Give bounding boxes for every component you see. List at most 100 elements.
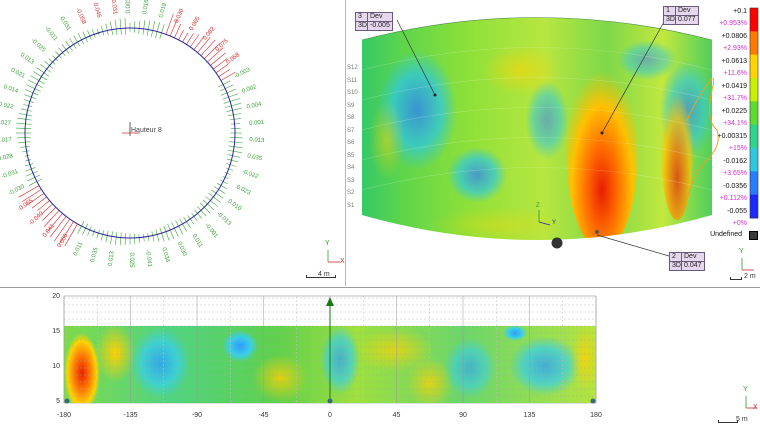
deviation-hatch-line — [100, 230, 105, 241]
deviation-label: 0.025 — [128, 252, 134, 268]
deviation-hatch-line — [27, 79, 43, 88]
deviation-hatch-line — [61, 43, 70, 54]
deviation-hatch-line — [92, 228, 96, 236]
x-tick-label: 180 — [590, 412, 602, 419]
deviation-hatch-line — [197, 206, 207, 217]
axis-x-label: X — [340, 258, 345, 265]
deviation-hatch-line — [159, 227, 165, 242]
legend-color-swatch — [750, 148, 758, 172]
deviation-hatch-line — [30, 75, 46, 85]
color-legend[interactable]: +0.1 +0.953% +0.0806 +2.93% +0.0613 +11.6% +0.… — [687, 0, 747, 230]
unrolled-map-view[interactable]: -180 -135 -90 -45 0 45 90 135 180 20 15 10 5 Y X 5 … — [0, 287, 760, 428]
deviation-label: 0.011 — [73, 241, 85, 257]
deviation-hatch-line — [73, 35, 81, 47]
deviation-hatch-line — [27, 174, 41, 182]
deviation-hatch-line — [28, 178, 43, 186]
x-tick-label: -135 — [123, 412, 138, 419]
callout-label-3[interactable]: 3 Dev 3D -0.005 — [355, 12, 393, 31]
deviation-hatch-line — [55, 51, 62, 59]
deviation-label: 0.013 — [108, 250, 116, 266]
deviation-hatch-line — [19, 145, 30, 148]
deviation-hatch-line — [17, 117, 32, 121]
deviation-label: 0.027 — [0, 120, 12, 127]
center-label: Hauteur 8 — [131, 127, 162, 134]
deviation-hatch-line — [143, 234, 145, 242]
callout-label-2[interactable]: 2 Dev 3D 0.047 — [669, 252, 705, 271]
deviation-hatch-line — [169, 18, 178, 37]
deviation-hatch-line — [225, 167, 234, 171]
cross-section-view[interactable]: 0.003 0.016 0.019 0.030 0.065 0.082 0.075 0.058… — [0, 0, 346, 286]
legend-undefined-swatch — [749, 231, 758, 240]
deviation-label: 0.030 — [174, 7, 186, 24]
row-label: S1 — [347, 202, 355, 209]
tank-rim — [361, 17, 713, 41]
legend-color-swatch — [750, 171, 758, 196]
tank-3d-svg — [361, 7, 759, 271]
deviation-hatch-line — [25, 167, 36, 172]
legend-color-swatch — [750, 124, 758, 149]
x-tick-label: 45 — [392, 412, 401, 419]
deviation-hatch-line — [43, 210, 60, 227]
row-label: S2 — [347, 190, 355, 196]
deviation-hatch-line — [87, 226, 92, 236]
deviation-hatch-line — [114, 231, 118, 245]
tank-3d-view[interactable]: S12 S11 S10 S9 S8 S7 S6 S5 S4 S3 S2 S1 3 Dev 3D -0.… — [347, 0, 760, 286]
deviation-hatch-line — [18, 185, 40, 198]
deviation-hatch-line — [24, 163, 34, 167]
legend-percent: +0.112% — [719, 195, 747, 202]
legend-value: -0.0162 — [723, 158, 747, 165]
deviation-label: -0.058 — [74, 7, 87, 26]
deviation-label: 0.034 — [160, 247, 170, 264]
legend-percent: +0% — [732, 220, 747, 227]
deviation-hatch-line — [20, 108, 32, 112]
legend-value: -0.055 — [727, 208, 747, 215]
deviation-hatch-line — [225, 102, 241, 108]
deviation-hatch-line — [124, 18, 127, 35]
deviation-hatch-line — [200, 39, 216, 56]
deviation-hatch-line — [179, 218, 188, 232]
deviation-hatch-line — [226, 158, 239, 163]
deviation-hatch-line — [77, 33, 85, 45]
deviation-label: 0.035 — [90, 246, 100, 263]
row-labels: S12 S11 S10 S9 S8 S7 S6 S5 S4 S3 S2 S1 — [347, 62, 363, 212]
scale-bar-label: 2 m — [744, 273, 756, 280]
legend-value: +0.0806 — [721, 33, 748, 40]
deviation-hatch-line — [151, 231, 155, 242]
x-tick-label: -45 — [258, 412, 269, 419]
deviation-hatch-line — [217, 183, 227, 190]
deviation-hatch-line — [105, 23, 109, 36]
deviation-label: -0.031 — [1, 169, 20, 181]
deviation-label: 0.030 — [176, 241, 188, 258]
measurement-point — [595, 230, 599, 234]
deviation-hatch-line — [205, 196, 218, 207]
row-label: S10 — [347, 90, 358, 96]
axis-triad-3d — [538, 210, 551, 226]
deviation-hatch-line — [119, 18, 122, 35]
callout-label-1[interactable]: 1 Dev 3D 0.077 — [663, 6, 699, 25]
deviation-hatch-line — [105, 230, 109, 243]
row-label: S5 — [347, 152, 355, 159]
deviation-hatch-line — [69, 38, 77, 49]
deviation-hatch-line — [37, 200, 50, 211]
y-tick-label: 15 — [52, 328, 60, 335]
axis-triad-top-right — [741, 258, 754, 271]
y-tick-label: 10 — [52, 363, 60, 370]
deviation-hatch-line — [183, 217, 191, 229]
deviation-hatch-line — [114, 19, 118, 36]
deviation-hatch-line — [31, 196, 47, 209]
deviation-hatch-line — [40, 63, 52, 73]
deviation-hatch-line — [25, 159, 31, 162]
deviation-hatch-line — [174, 24, 182, 38]
callout-line-2 — [596, 234, 670, 257]
center-marker — [122, 122, 140, 136]
deviation-hatch-line — [23, 99, 34, 103]
x-tick-label: 90 — [459, 412, 467, 419]
deviation-hatch-line — [92, 29, 96, 38]
deviation-hatch-line — [46, 213, 63, 233]
deviation-hatch-line — [218, 69, 230, 77]
deviation-hatch-line — [41, 203, 53, 215]
deviation-hatch-line — [226, 108, 242, 112]
deviation-hatch-line — [24, 94, 37, 100]
tank-surface — [362, 17, 712, 240]
deviation-label: 0.058 — [225, 52, 241, 66]
